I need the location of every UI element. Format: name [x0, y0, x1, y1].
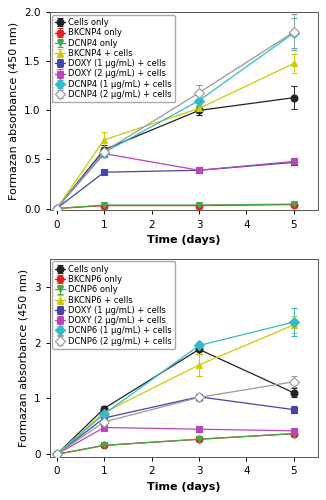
- Legend: Cells only, BKCNP6 only, DCNP6 only, BKCNP6 + cells, DOXY (1 μg/mL) + cells, DOX: Cells only, BKCNP6 only, DCNP6 only, BKC…: [52, 262, 175, 349]
- X-axis label: Time (days): Time (days): [147, 482, 220, 492]
- Y-axis label: Formazan absorbance (450 nm): Formazan absorbance (450 nm): [18, 269, 28, 447]
- Legend: Cells only, BKCNP4 only, DCNP4 only, BKCNP4 + cells, DOXY (1 μg/mL) + cells, DOX: Cells only, BKCNP4 only, DCNP4 only, BKC…: [52, 15, 175, 102]
- Y-axis label: Formazan absorbance (450 nm): Formazan absorbance (450 nm): [8, 22, 18, 201]
- X-axis label: Time (days): Time (days): [147, 235, 220, 245]
